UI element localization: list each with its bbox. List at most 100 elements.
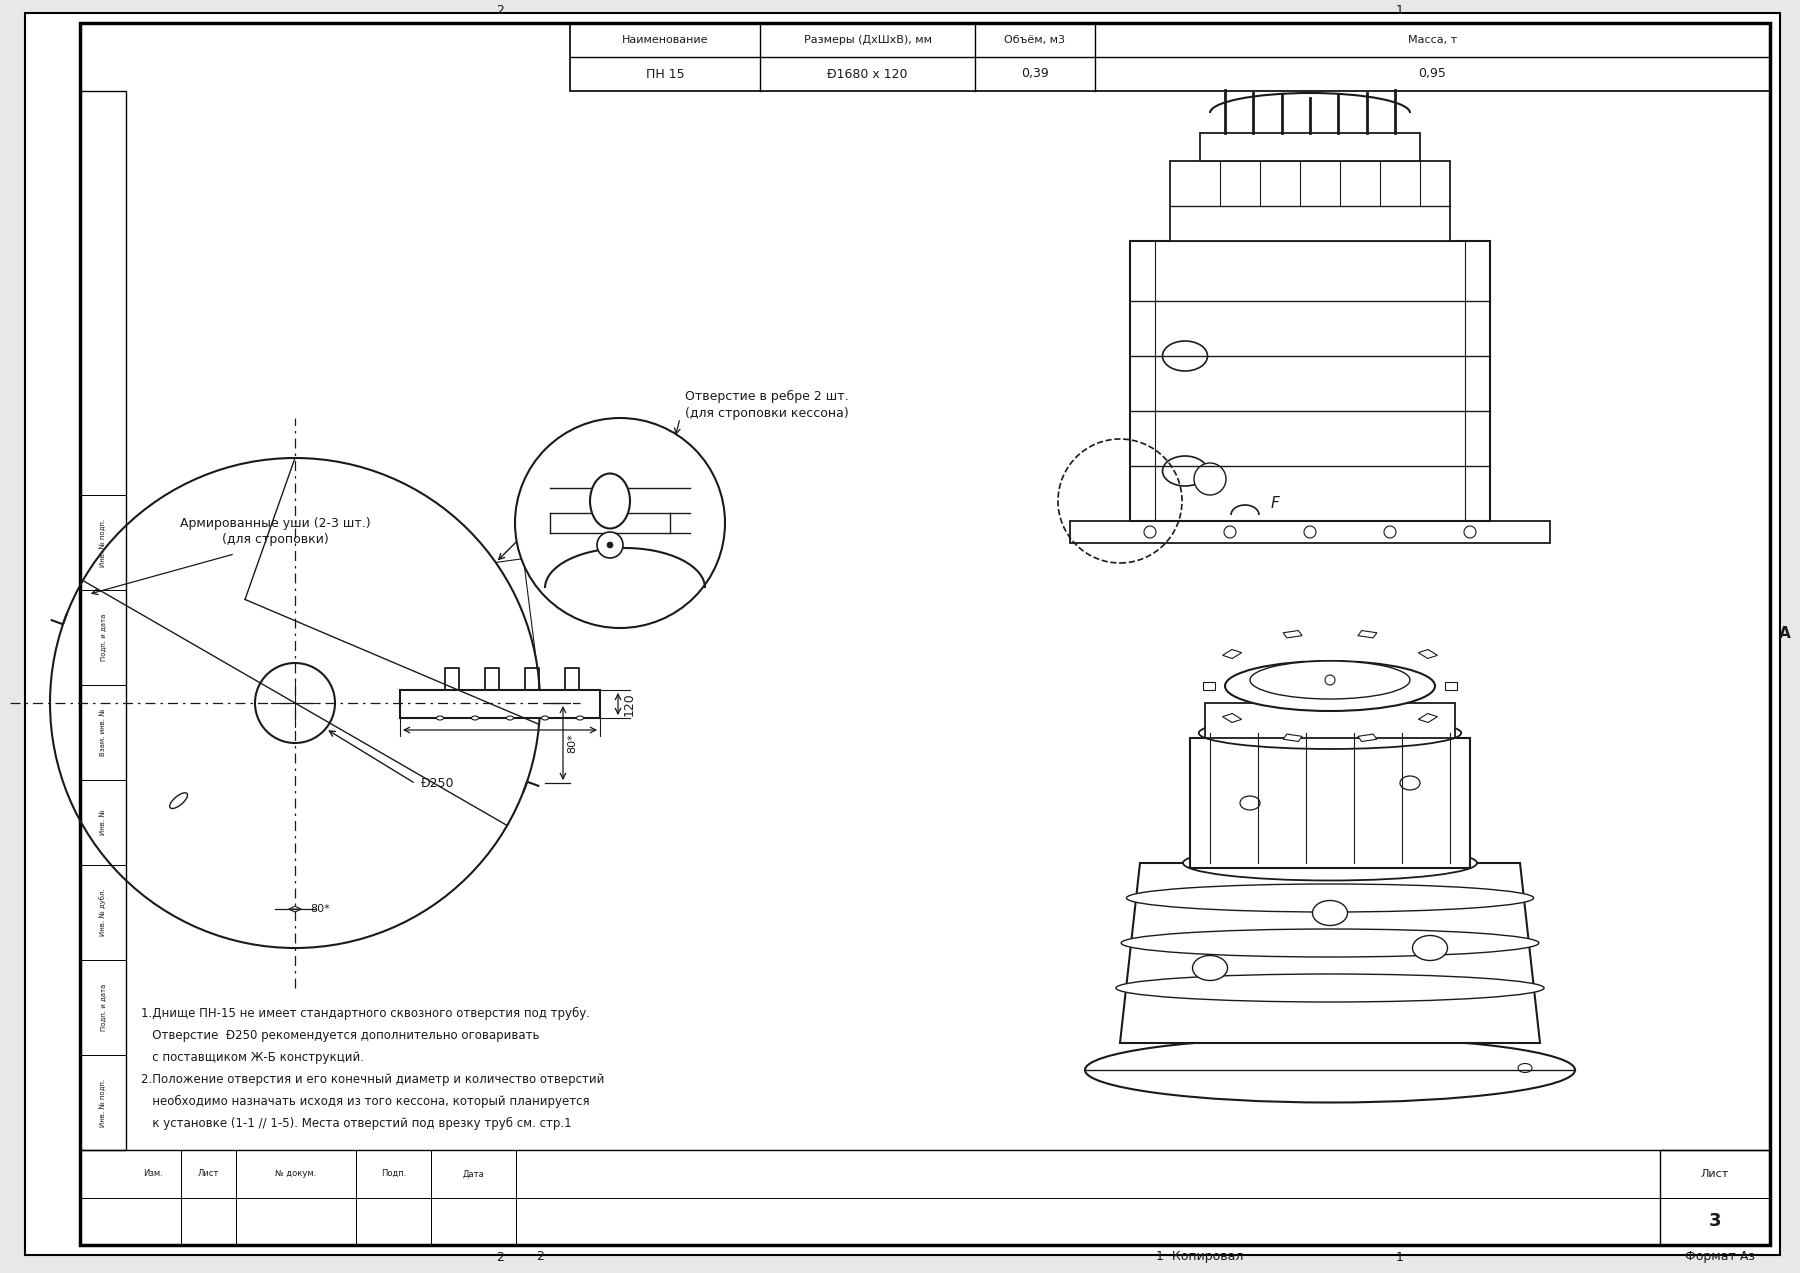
Bar [571,23,1769,90]
Text: 1: 1 [1397,4,1404,17]
Polygon shape [1445,682,1456,690]
Text: к установке (1-1 // 1-5). Места отверстий под врезку труб см. стр.1: к установке (1-1 // 1-5). Места отверсти… [140,1116,572,1130]
Ellipse shape [1249,661,1409,699]
Text: 0,39: 0,39 [1021,67,1049,80]
Text: Подп. и дата: Подп. и дата [101,614,106,661]
Text: Ð1680 х 120: Ð1680 х 120 [828,67,907,80]
Text: 120: 120 [623,693,635,715]
Polygon shape [1222,713,1242,723]
Text: (для строповки): (для строповки) [221,532,328,546]
Text: Дата: Дата [463,1169,484,1179]
Circle shape [1325,675,1336,685]
Circle shape [607,542,614,547]
Text: 3: 3 [1708,1212,1721,1230]
Ellipse shape [1517,1063,1532,1072]
Ellipse shape [1121,929,1539,957]
Circle shape [1224,526,1237,538]
Ellipse shape [590,474,630,528]
Text: 2: 2 [536,1250,544,1263]
Bar [400,690,599,718]
Text: Взам. инв. №: Взам. инв. № [101,709,106,756]
Polygon shape [1418,649,1438,658]
Text: Масса, т: Масса, т [1408,34,1456,45]
Circle shape [1463,526,1476,538]
Bar [1130,241,1490,521]
Text: Размеры (ДхШхВ), мм: Размеры (ДхШхВ), мм [803,34,932,45]
Text: 80*: 80* [567,733,578,752]
Text: (для строповки кессона): (для строповки кессона) [686,407,850,420]
Polygon shape [1120,863,1541,1043]
Bar [1170,160,1451,241]
Text: Лист: Лист [1701,1169,1730,1179]
Text: Инв. № подп.: Инв. № подп. [99,1078,106,1127]
Polygon shape [1283,630,1301,638]
Text: 1  Копировал: 1 Копировал [1156,1250,1244,1263]
Ellipse shape [1183,845,1478,881]
Text: Инв. № подп.: Инв. № подп. [99,518,106,566]
Ellipse shape [1312,900,1348,925]
Text: № докум.: № докум. [275,1169,317,1179]
Circle shape [1193,463,1226,495]
Bar [1201,132,1420,160]
Text: Лист: Лист [198,1169,220,1179]
Text: Изм.: Изм. [144,1169,164,1179]
Ellipse shape [542,715,549,721]
Bar [1204,703,1454,738]
Ellipse shape [1240,796,1260,810]
Circle shape [1384,526,1397,538]
Text: с поставщиком Ж-Б конструкций.: с поставщиком Ж-Б конструкций. [140,1051,364,1064]
Text: 1: 1 [1397,1251,1404,1264]
Text: Подп.: Подп. [382,1169,407,1179]
Ellipse shape [1226,661,1435,712]
Text: 2.Положение отверстия и его конечный диаметр и количество отверстий: 2.Положение отверстия и его конечный диа… [140,1073,605,1086]
Bar [79,90,126,1150]
Polygon shape [1202,682,1215,690]
Text: Подп. и дата: Подп. и дата [101,984,106,1031]
Circle shape [1145,526,1156,538]
Ellipse shape [1192,956,1228,980]
Ellipse shape [506,715,513,721]
Ellipse shape [1127,883,1534,911]
Circle shape [598,532,623,558]
Bar [1190,738,1471,868]
Polygon shape [1283,735,1301,741]
Text: Объём, м3: Объём, м3 [1004,34,1066,45]
Text: необходимо назначать исходя из того кессона, который планируется: необходимо назначать исходя из того кесс… [140,1095,590,1108]
Polygon shape [1418,713,1438,723]
Text: 0,95: 0,95 [1418,67,1447,80]
Ellipse shape [436,715,443,721]
Ellipse shape [1413,936,1447,961]
Ellipse shape [1199,717,1462,749]
Ellipse shape [1085,1037,1575,1102]
Ellipse shape [169,793,187,808]
Bar [1069,521,1550,544]
Text: 2: 2 [497,1251,504,1264]
Text: Ð1680: Ð1680 [560,488,601,500]
Text: Ð250: Ð250 [421,778,454,791]
Text: Формат Аз: Формат Аз [1685,1250,1755,1263]
Ellipse shape [1163,341,1208,370]
Polygon shape [1357,735,1377,741]
Text: Армированные уши (2-3 шт.): Армированные уши (2-3 шт.) [180,517,371,530]
Bar [1660,1150,1769,1245]
Ellipse shape [576,715,583,721]
Ellipse shape [472,715,479,721]
Text: Наименование: Наименование [621,34,707,45]
Polygon shape [1222,649,1242,658]
Text: F: F [1271,495,1280,510]
Text: ПН 15: ПН 15 [646,67,684,80]
Polygon shape [1357,630,1377,638]
Text: Отверстие в ребре 2 шт.: Отверстие в ребре 2 шт. [686,390,848,404]
Ellipse shape [1163,456,1208,486]
Text: 1.Днище ПН-15 не имеет стандартного сквозного отверстия под трубу.: 1.Днище ПН-15 не имеет стандартного скво… [140,1007,590,1020]
Text: 80*: 80* [310,904,329,914]
Text: Инв. № дубл.: Инв. № дубл. [99,889,106,937]
Text: Отверстие  Ð250 рекомендуется дополнительно оговаривать: Отверстие Ð250 рекомендуется дополнитель… [140,1029,540,1043]
Circle shape [1303,526,1316,538]
Text: Инв. №: Инв. № [101,810,106,835]
Circle shape [515,418,725,628]
Ellipse shape [1116,974,1544,1002]
Text: 2: 2 [497,4,504,17]
Ellipse shape [1400,777,1420,791]
Text: A: A [1778,626,1791,642]
